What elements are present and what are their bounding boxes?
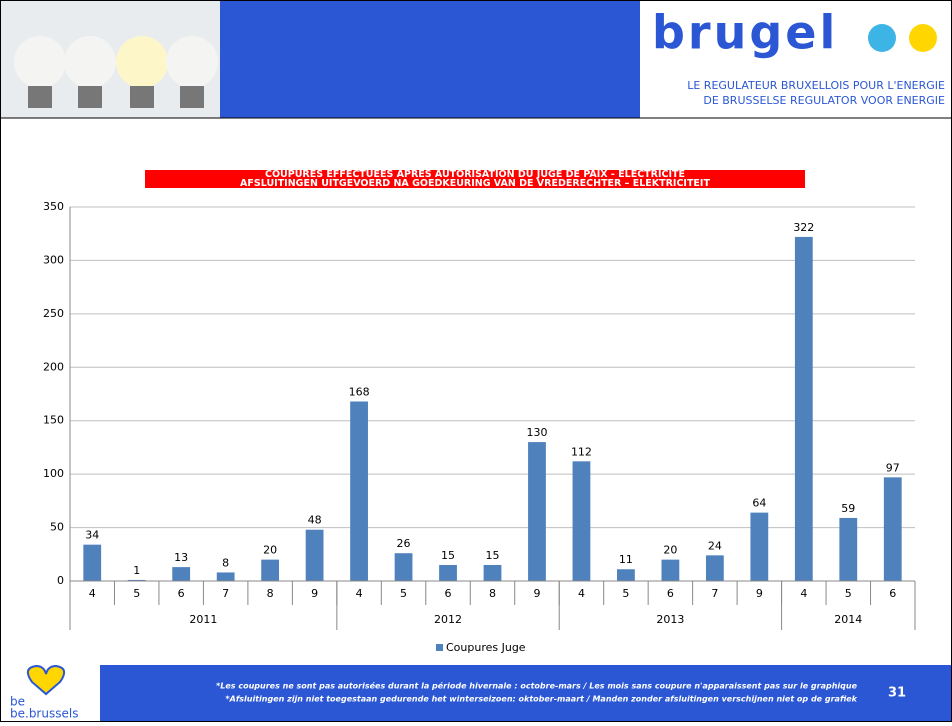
bar bbox=[883, 477, 902, 581]
plot: 0501001502002503003503441513687208489168… bbox=[43, 200, 916, 654]
value-label: 15 bbox=[441, 549, 455, 562]
y-tick-label: 100 bbox=[43, 467, 64, 480]
value-label: 24 bbox=[708, 539, 722, 552]
group-label: 2011 bbox=[189, 613, 217, 626]
x-tick-label: 6 bbox=[178, 587, 185, 600]
bar bbox=[127, 579, 146, 581]
value-label: 97 bbox=[886, 461, 900, 474]
y-tick-label: 0 bbox=[57, 574, 64, 587]
legend-swatch bbox=[436, 644, 443, 651]
chart-title: COUPURES EFFECTUÉES APRÈS AUTORISATION D… bbox=[265, 168, 685, 180]
bar bbox=[483, 564, 502, 581]
value-label: 20 bbox=[663, 544, 677, 557]
x-tick-label: 4 bbox=[356, 587, 363, 600]
bulbs bbox=[14, 36, 218, 108]
bar bbox=[350, 401, 368, 581]
value-label: 130 bbox=[526, 426, 547, 439]
header-band bbox=[220, 0, 640, 118]
group-label: 2012 bbox=[434, 613, 462, 626]
bar bbox=[617, 569, 635, 581]
bar bbox=[261, 559, 280, 581]
value-label: 48 bbox=[308, 514, 322, 527]
bar bbox=[794, 236, 813, 582]
x-tick-label: 9 bbox=[311, 587, 318, 600]
y-tick-label: 250 bbox=[43, 307, 64, 320]
group-label: 2014 bbox=[834, 613, 862, 626]
value-label: 168 bbox=[349, 385, 370, 398]
page-number: 31 bbox=[888, 686, 906, 701]
title-box bbox=[145, 170, 805, 188]
bar bbox=[439, 564, 457, 581]
y-tick-label: 350 bbox=[43, 200, 64, 213]
value-label: 20 bbox=[263, 544, 277, 557]
x-tick-label: 5 bbox=[622, 587, 629, 600]
x-tick-label: 4 bbox=[578, 587, 585, 600]
x-tick-label: 5 bbox=[133, 587, 140, 600]
bar bbox=[305, 529, 324, 581]
tagline: LE REGULATEUR BRUXELLOIS POUR L'ENERGIE bbox=[687, 79, 945, 92]
x-tick-label: 6 bbox=[445, 587, 452, 600]
logo-dot bbox=[909, 24, 937, 52]
bar bbox=[528, 442, 546, 581]
bar bbox=[394, 553, 413, 581]
value-label: 59 bbox=[841, 502, 855, 515]
value-label: 34 bbox=[85, 529, 99, 542]
tagline: DE BRUSSELSE REGULATOR VOOR ENERGIE bbox=[703, 94, 945, 107]
group-label: 2013 bbox=[656, 613, 684, 626]
x-tick-label: 9 bbox=[533, 587, 540, 600]
value-label: 11 bbox=[619, 553, 633, 566]
logo: brugel bbox=[652, 6, 838, 60]
value-label: 8 bbox=[222, 556, 229, 569]
bar bbox=[839, 517, 858, 581]
x-tick-label: 8 bbox=[489, 587, 496, 600]
bar bbox=[172, 567, 191, 581]
x-tick-label: 6 bbox=[667, 587, 674, 600]
x-tick-label: 5 bbox=[400, 587, 407, 600]
value-label: 15 bbox=[486, 549, 500, 562]
bar bbox=[216, 572, 235, 581]
value-label: 13 bbox=[174, 551, 188, 564]
value-label: 26 bbox=[397, 537, 411, 550]
y-tick-label: 200 bbox=[43, 360, 64, 373]
x-tick-label: 4 bbox=[89, 587, 96, 600]
x-tick-label: 8 bbox=[267, 587, 274, 600]
footnote: *Les coupures ne sont pas autorisées dur… bbox=[216, 681, 857, 691]
logo-dot bbox=[868, 24, 896, 52]
bar bbox=[661, 559, 680, 581]
x-tick-label: 7 bbox=[711, 587, 718, 600]
x-tick-label: 7 bbox=[222, 587, 229, 600]
x-tick-label: 6 bbox=[889, 587, 896, 600]
value-label: 112 bbox=[571, 445, 592, 458]
brand: be bbox=[10, 695, 25, 709]
bar bbox=[572, 461, 591, 581]
y-tick-label: 150 bbox=[43, 414, 64, 427]
value-label: 1 bbox=[133, 564, 140, 577]
legend-label: Coupures Juge bbox=[446, 641, 526, 654]
value-label: 64 bbox=[752, 497, 766, 510]
y-tick-label: 50 bbox=[50, 521, 64, 534]
x-tick-label: 9 bbox=[756, 587, 763, 600]
value-label: 322 bbox=[793, 221, 814, 234]
footer-band bbox=[100, 665, 952, 722]
x-tick-label: 5 bbox=[845, 587, 852, 600]
brand: be.brussels bbox=[10, 707, 78, 721]
y-tick-label: 300 bbox=[43, 253, 64, 266]
x-tick-label: 4 bbox=[800, 587, 807, 600]
footnote: *Afsluitingen zijn niet toegestaan gedur… bbox=[225, 695, 857, 704]
bar bbox=[705, 555, 724, 581]
bar bbox=[83, 544, 102, 581]
chart-title: AFSLUITINGEN UITGEVOERD NA GOEDKEURING V… bbox=[240, 178, 710, 189]
brand-heart bbox=[26, 664, 66, 696]
bar bbox=[750, 512, 769, 581]
